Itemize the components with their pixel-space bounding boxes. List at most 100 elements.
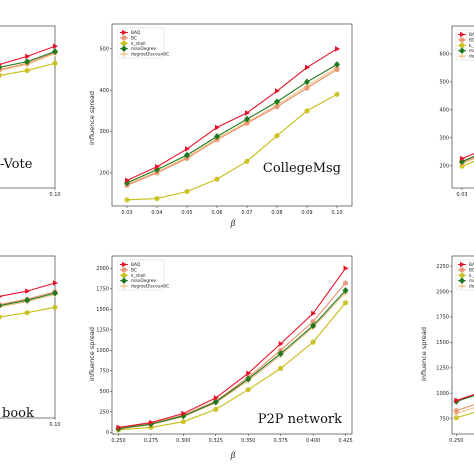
series-line-k_shell — [0, 62, 56, 76]
chart-title: CollegeMsg — [263, 161, 341, 176]
x-tick-label: 0.04 — [151, 210, 162, 216]
data-point-BAQ — [245, 110, 250, 116]
data-point-k_shell — [154, 195, 160, 202]
legend-entry: degreeDiscountIC — [469, 284, 474, 290]
x-tick-label: 0.03 — [121, 210, 132, 216]
series-line-maxDegree — [461, 155, 474, 162]
data-point-BC — [342, 280, 349, 286]
series-line-k_shell — [118, 302, 346, 431]
y-tick-label: 200 — [439, 163, 449, 169]
data-point-BC — [334, 66, 340, 73]
legend-entry: BC — [469, 267, 474, 273]
x-tick-label: 0.05 — [181, 210, 192, 216]
legend-marker — [459, 277, 465, 285]
plot-area: 0.10 — [0, 255, 61, 428]
data-point-k_shell — [304, 108, 310, 114]
data-point-maxDegree — [342, 287, 349, 294]
series-line-BC — [0, 291, 56, 306]
data-point-maxDegree — [244, 115, 250, 123]
legend-entry: BAQ — [131, 30, 141, 36]
series-line-degreeDiscountIC — [0, 293, 56, 308]
data-point-BC — [304, 85, 310, 91]
legend-marker — [459, 272, 465, 278]
chart-panel-3: 0.03 200 300 400 500 600 BAQBCk_shellmaxDegree… — [439, 25, 474, 198]
legend-marker — [459, 53, 465, 59]
data-point-k_shell — [0, 314, 2, 320]
legend-marker — [460, 261, 465, 268]
legend-box — [117, 259, 165, 291]
y-axis-label: influence spread — [88, 91, 96, 145]
legend-entry: maxDegree — [131, 46, 156, 52]
series-line-k_shell — [0, 306, 56, 318]
series-line-BAQ — [118, 267, 346, 428]
chart-panel-6: 0.250 750 1000 1250 1500 1750 2000 2250 BAQBCk_s… — [420, 255, 474, 444]
axes-frame — [451, 25, 474, 189]
axes-frame — [111, 23, 353, 207]
series-line-BC — [456, 404, 474, 412]
series-line-BAQ — [456, 394, 474, 401]
x-tick-label: 0.325 — [209, 438, 223, 444]
data-point-k_shell — [342, 300, 349, 306]
series-line-maxDegree — [456, 395, 474, 402]
x-tick-label: 0.250 — [111, 438, 125, 444]
data-point-BAQ — [343, 265, 349, 272]
data-point-maxDegree — [24, 296, 31, 304]
y-tick-label: 1000 — [436, 391, 449, 397]
x-tick-label: 0.425 — [338, 438, 352, 444]
data-point-BC — [453, 408, 459, 414]
y-tick-label: 1500 — [436, 340, 449, 346]
legend-marker — [459, 267, 465, 273]
data-point-k_shell — [214, 176, 220, 182]
x-tick-label: 0.275 — [144, 438, 158, 444]
data-point-BC — [244, 120, 250, 126]
series-line-maxDegree — [0, 50, 56, 68]
y-tick-label: 500 — [99, 47, 109, 53]
data-point-maxDegree — [52, 48, 58, 55]
y-tick-label: 300 — [99, 129, 109, 135]
x-tick-label: 0.07 — [241, 210, 252, 216]
data-point-BAQ — [335, 46, 340, 52]
legend-entry: k_shell — [469, 273, 474, 279]
data-point-k_shell — [274, 133, 280, 139]
data-point-maxDegree — [24, 58, 31, 66]
data-point-BAQ — [155, 163, 160, 170]
data-point-k_shell — [334, 91, 340, 97]
series-line-BAQ — [461, 153, 474, 160]
data-point-k_shell — [0, 72, 2, 78]
data-point-BAQ — [25, 53, 31, 60]
data-point-BC — [274, 104, 280, 110]
chart-title: book — [2, 406, 34, 421]
legend-entry: BC — [131, 35, 137, 41]
data-point-BAQ — [0, 295, 3, 298]
series-line-k_shell — [456, 412, 474, 419]
y-tick-label: 500 — [99, 389, 109, 395]
series-line-maxDegree — [126, 64, 338, 184]
plot-area: 0.250 0.275 0.300 0.325 0.350 0.375 0.400 0.425… — [96, 255, 353, 444]
data-point-k_shell — [245, 387, 251, 393]
data-point-maxDegree — [274, 98, 280, 106]
x-tick-label: 0.10 — [331, 210, 342, 216]
data-point-BAQ — [215, 124, 220, 131]
data-point-BAQ — [116, 424, 122, 431]
legend-marker — [459, 47, 465, 55]
data-point-maxDegree — [277, 350, 284, 358]
data-point-k_shell — [310, 339, 316, 345]
series-line-degreeDiscountIC — [126, 66, 338, 185]
data-point-k_shell — [52, 304, 58, 310]
chart-panel-1: 0.10 -Vote — [0, 25, 61, 198]
data-point-k_shell — [184, 188, 190, 195]
data-point-maxDegree — [184, 151, 190, 159]
y-tick-label: 1250 — [436, 366, 449, 372]
y-tick-label: 1750 — [96, 287, 109, 293]
data-point-k_shell — [24, 67, 30, 74]
y-tick-label: 400 — [99, 88, 109, 94]
x-axis-label: β — [230, 219, 236, 228]
legend-marker — [122, 29, 127, 36]
y-tick-label: 2000 — [96, 266, 109, 272]
x-tick-label: 0.250 — [449, 438, 463, 444]
y-tick-label: 1000 — [96, 348, 109, 354]
data-point-k_shell — [24, 310, 30, 316]
series-line-BC — [0, 51, 56, 71]
